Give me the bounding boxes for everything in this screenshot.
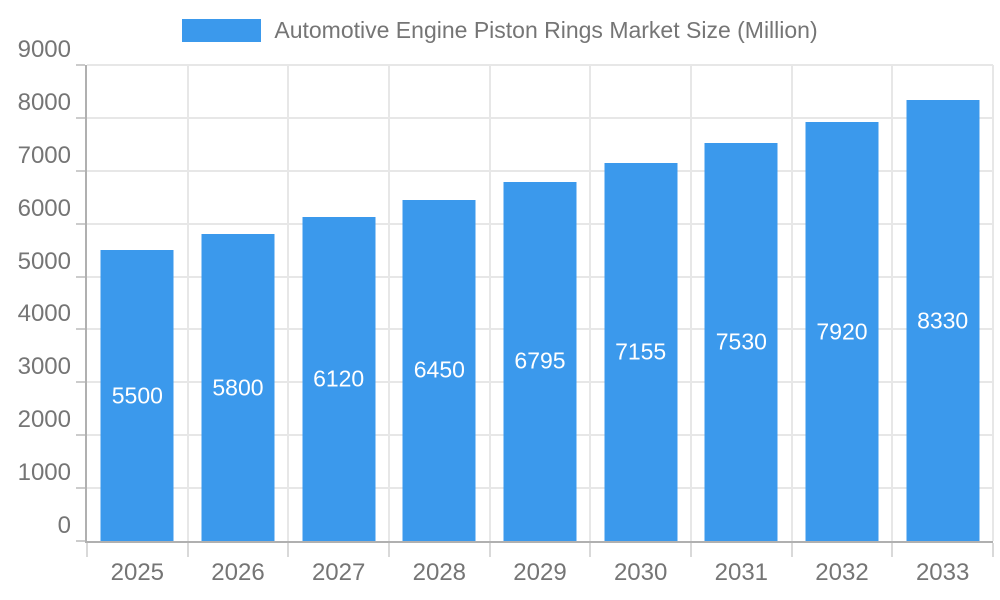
bar-2031[interactable]: 7530 <box>704 142 778 541</box>
x-axis-label-2031: 2031 <box>714 559 769 586</box>
bar-2028[interactable]: 6450 <box>402 199 476 541</box>
y-axis-label: 1000 <box>17 459 71 487</box>
y-axis-label: 2000 <box>17 406 71 434</box>
gridline-v <box>488 65 491 541</box>
y-axis-label: 7000 <box>17 141 71 169</box>
gridline-h <box>87 116 993 119</box>
bar-2029[interactable]: 6795 <box>503 181 577 541</box>
legend-swatch-icon <box>182 19 262 42</box>
y-axis-label: 0 <box>57 512 71 539</box>
chart-legend[interactable]: Automotive Engine Piston Rings Market Si… <box>0 17 1000 44</box>
gridline-v <box>287 65 290 541</box>
y-axis-tick <box>76 116 85 119</box>
y-axis-tick <box>76 434 85 437</box>
x-axis-tick <box>790 543 793 557</box>
y-axis-label: 4000 <box>17 300 71 328</box>
x-axis-label-2026: 2026 <box>211 559 265 586</box>
y-axis-label: 3000 <box>17 353 71 381</box>
legend-label: Automotive Engine Piston Rings Market Si… <box>274 17 818 43</box>
y-axis-tick <box>76 540 85 542</box>
x-axis-label-2033: 2033 <box>915 559 970 586</box>
bar-value-label: 6120 <box>313 365 365 392</box>
gridline-h <box>87 169 993 172</box>
bar-value-label: 6450 <box>413 356 465 383</box>
x-axis-tick <box>186 543 189 557</box>
y-axis-label: 9000 <box>17 36 71 63</box>
y-axis-tick <box>76 169 85 172</box>
y-axis-label: 6000 <box>17 194 71 222</box>
x-axis-tick <box>287 543 290 557</box>
y-axis-tick <box>76 381 85 384</box>
bar-value-label: 5500 <box>111 382 163 409</box>
bar-2026[interactable]: 5800 <box>201 234 275 541</box>
x-axis-label-2030: 2030 <box>613 559 668 586</box>
x-axis-label-2028: 2028 <box>412 559 467 586</box>
gridline-v <box>589 65 592 541</box>
gridline-v <box>992 65 994 541</box>
x-axis-line <box>85 541 993 543</box>
bar-2027[interactable]: 6120 <box>302 217 376 541</box>
y-axis-line <box>85 65 87 543</box>
bar-value-label: 7920 <box>816 318 868 345</box>
x-axis-tick <box>387 543 390 557</box>
y-axis-label: 8000 <box>17 88 71 116</box>
y-axis-label: 5000 <box>17 247 71 275</box>
bar-value-label: 7530 <box>715 328 767 355</box>
x-axis-label-2027: 2027 <box>311 559 366 586</box>
x-axis-label-2029: 2029 <box>513 559 567 586</box>
x-axis-label-2032: 2032 <box>815 559 869 586</box>
plot-area: 0 1000 2000 3000 4000 5000 6000 7000 8000 9000 550… <box>18 36 994 586</box>
bar-2030[interactable]: 7155 <box>604 162 678 541</box>
gridline-h <box>87 64 993 66</box>
gridline-v <box>186 65 189 541</box>
bar-value-label: 8330 <box>917 307 969 334</box>
y-axis-tick <box>76 487 85 490</box>
x-axis-tick <box>689 543 692 557</box>
bar-value-label: 7155 <box>615 338 667 365</box>
x-axis-tick <box>589 543 592 557</box>
x-axis-tick <box>488 543 491 557</box>
bar-value-label: 5800 <box>212 374 264 401</box>
x-axis-label-2025: 2025 <box>110 559 165 586</box>
bar-2032[interactable]: 7920 <box>805 122 879 541</box>
bar-2033[interactable]: 8330 <box>906 100 980 541</box>
x-axis-tick <box>86 543 88 557</box>
y-axis-tick <box>76 222 85 225</box>
bar-value-label: 6795 <box>514 347 566 374</box>
y-axis-tick <box>76 275 85 278</box>
gridline-v <box>790 65 793 541</box>
x-axis-tick <box>891 543 894 557</box>
y-axis-tick <box>76 328 85 331</box>
gridline-v <box>689 65 692 541</box>
gridline-v <box>387 65 390 541</box>
x-axis-tick <box>992 543 994 557</box>
bar-2025[interactable]: 5500 <box>100 250 174 541</box>
gridline-v <box>891 65 894 541</box>
y-axis-tick <box>76 64 85 66</box>
